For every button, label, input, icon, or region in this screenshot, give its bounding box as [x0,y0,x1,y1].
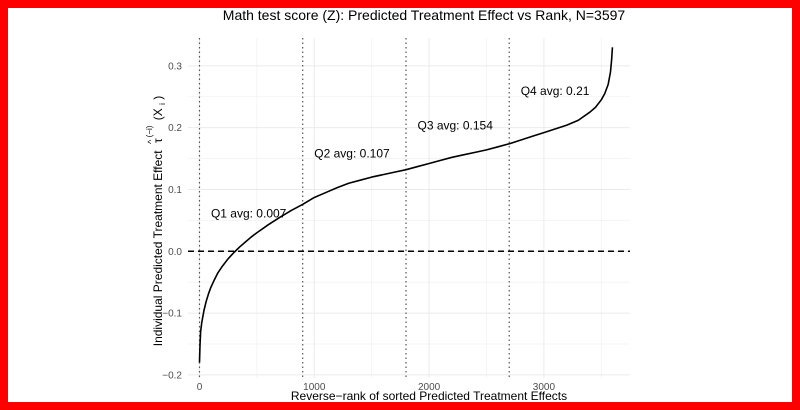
x-axis-title: Reverse−rank of sorted Predicted Treatme… [291,389,567,402]
annotations: Q1 avg: 0.007 Q2 avg: 0.107 Q3 avg: 0.154 Q… [211,84,590,220]
y-tick-label: 0.2 [168,123,182,134]
y-axis-title-symbol: τ [151,138,165,143]
x-tick-label: 3000 [533,382,556,393]
tick-labels: 0 1000 2000 3000 −0.2 −0.1 0.0 0.1 0.2 0.3 [162,61,555,393]
quartile-avg-label: Q4 avg: 0.21 [521,84,590,98]
y-tick-label: 0.1 [168,185,182,196]
chart: 0 1000 2000 3000 −0.2 −0.1 0.0 0.1 0.2 0.3 Q1 avg… [141,8,630,402]
chart-title: Math test score (Z): Predicted Treatment… [223,8,626,23]
y-tick-label: 0.0 [168,247,182,258]
quartile-avg-label: Q2 avg: 0.107 [314,146,390,160]
y-axis-title-close: ) [151,96,165,100]
treatment-effect-line [198,47,614,363]
quartile-avg-label: Q3 avg: 0.154 [417,118,493,132]
y-axis-title-superscript: (−i) [145,125,154,137]
y-axis-title-subscript: i [158,103,167,105]
svg-text:Individual Predicted Treatment: Individual Predicted Treatment Effect τ … [141,96,168,347]
y-axis-title-hat: ^ [146,139,156,144]
y-axis-title-args: (X [151,108,165,120]
x-tick-label: 0 [197,382,203,393]
y-tick-label: −0.2 [162,370,182,381]
y-axis-title-main: Individual Predicted Treatment Effect [151,150,165,347]
chart-frame: 0 1000 2000 3000 −0.2 −0.1 0.0 0.1 0.2 0.3 Q1 avg… [8,8,792,402]
y-tick-label: −0.1 [162,309,182,320]
series [198,47,614,363]
y-tick-label: 0.3 [168,61,182,72]
quartile-avg-label: Q1 avg: 0.007 [211,206,287,220]
x-tick-label: 1000 [303,382,326,393]
y-axis-title: Individual Predicted Treatment Effect τ … [141,96,168,347]
x-tick-label: 2000 [418,382,441,393]
